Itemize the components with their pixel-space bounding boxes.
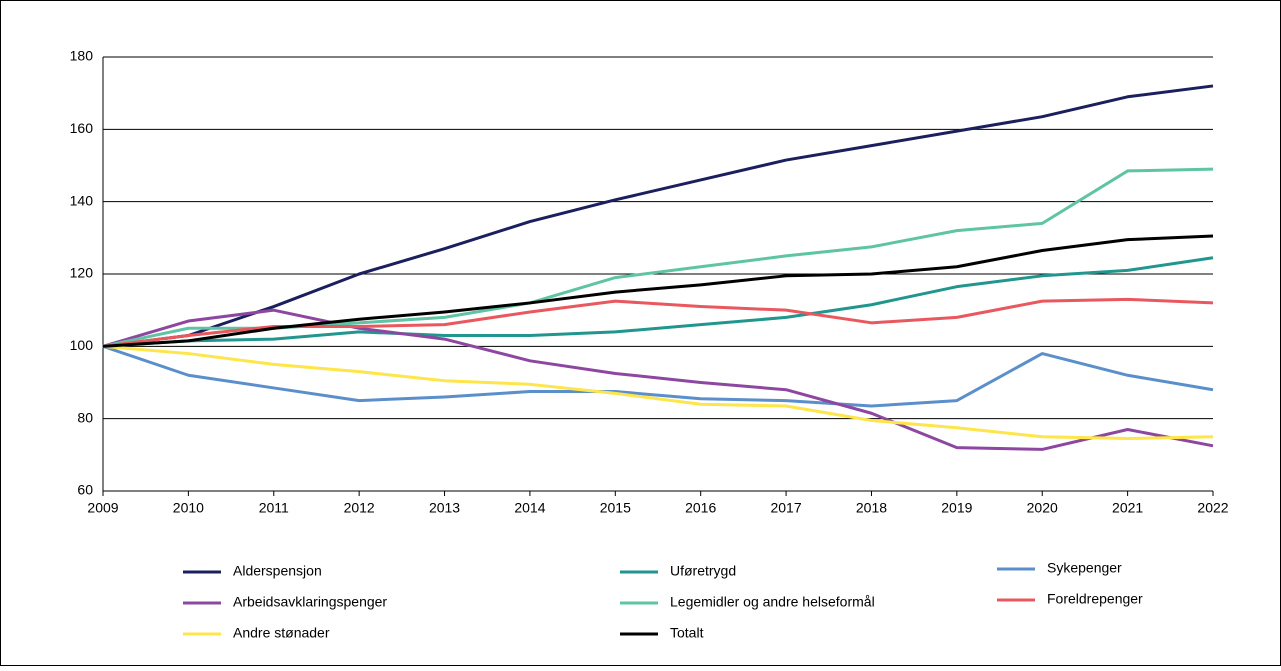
legend-label: Sykepenger: [1047, 560, 1122, 576]
legend-label: Arbeidsavklaringspenger: [233, 594, 387, 610]
series-line: [102, 84, 1214, 348]
x-tick-label: 2018: [856, 500, 887, 516]
x-tick-label: 2017: [770, 500, 801, 516]
x-tick-label: 2020: [1027, 500, 1058, 516]
y-tick-label: 80: [77, 409, 93, 425]
y-tick-label: 180: [70, 48, 94, 64]
legend-label: Foreldrepenger: [1047, 591, 1143, 607]
x-tick-label: 2019: [941, 500, 972, 516]
x-tick-label: 2011: [259, 500, 289, 516]
x-tick-label: 2010: [173, 500, 204, 516]
legend-label: Totalt: [670, 625, 704, 641]
series-line: [102, 234, 1214, 348]
legend-label: Andre stønader: [233, 625, 330, 641]
legend-label: Uføretrygd: [670, 563, 736, 579]
series-line: [102, 344, 1214, 408]
series-line: [102, 308, 1214, 451]
x-tick-label: 2012: [344, 500, 375, 516]
legend-label: Legemidler og andre helseformål: [670, 594, 875, 610]
x-tick-label: 2021: [1112, 500, 1143, 516]
legend-label: Alderspensjon: [233, 563, 322, 579]
series-line: [102, 344, 1214, 441]
y-tick-label: 160: [70, 120, 94, 136]
y-tick-label: 120: [70, 265, 94, 281]
x-tick-label: 2013: [429, 500, 460, 516]
x-tick-label: 2014: [514, 500, 545, 516]
x-tick-label: 2016: [685, 500, 716, 516]
x-tick-label: 2009: [87, 500, 118, 516]
x-tick-label: 2022: [1197, 500, 1228, 516]
y-tick-label: 140: [70, 192, 94, 208]
y-tick-label: 60: [77, 482, 93, 498]
y-tick-label: 100: [70, 337, 94, 353]
x-tick-label: 2015: [600, 500, 631, 516]
series-line: [102, 256, 1214, 348]
